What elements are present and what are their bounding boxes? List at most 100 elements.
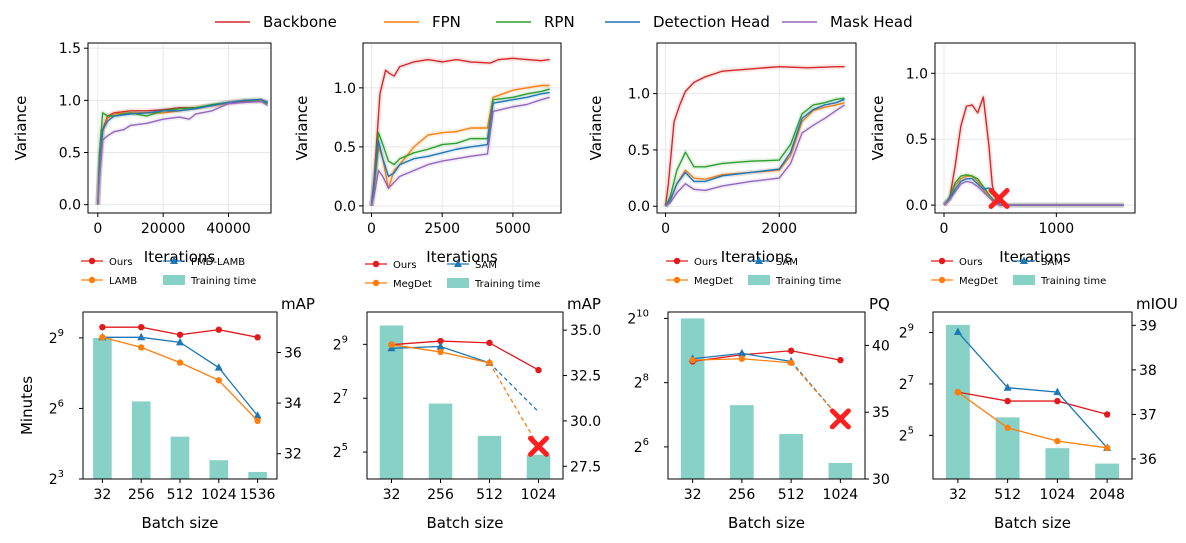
y-axis-label: Variance — [587, 96, 605, 161]
data-point-1-1 — [137, 332, 146, 341]
right-tick-label: 32 — [284, 447, 302, 463]
series-line-4 — [97, 100, 269, 205]
left-tick-label-0-base: 2 — [634, 440, 643, 456]
series-line-2 — [664, 97, 845, 207]
diverged-x-marker — [528, 435, 549, 457]
series-line-1 — [957, 331, 1108, 449]
x-tick-label: 2048 — [1089, 487, 1125, 503]
left-tick-label-0-base: 2 — [899, 428, 908, 444]
y-tick-label: 1.0 — [334, 81, 356, 97]
left-tick-label-1: 26 — [49, 398, 64, 417]
diverged-x-marker — [829, 408, 851, 430]
left-tick-label-2-exp: 9 — [58, 328, 64, 339]
data-point-2-4 — [254, 417, 261, 425]
data-point-0-3 — [215, 326, 222, 333]
series-line-2 — [957, 391, 1108, 449]
x-tick-label: 1000 — [1039, 221, 1075, 237]
legend-marker — [372, 279, 380, 287]
training-time-bar-3 — [1095, 463, 1120, 479]
legend-marker — [938, 276, 946, 284]
data-point-2-1 — [138, 344, 145, 351]
variance-panel-1: 0 20000 40000 0.0 0.5 1.0 1.5 Iterations Varianc… — [12, 41, 272, 266]
series-line-4 — [665, 104, 846, 207]
legend-label-3: Detection Head — [653, 13, 770, 31]
right-tick-label: 40 — [872, 338, 890, 354]
training-time-bar-2 — [170, 436, 190, 479]
left-axis-label: Minutes — [18, 376, 36, 435]
data-point-1-3 — [214, 363, 223, 371]
data-point-2-0 — [689, 356, 696, 364]
data-point-1-1 — [737, 348, 746, 357]
panel-legend: Ours SAM MegDet Training time — [666, 256, 841, 287]
data-point-0-2 — [486, 339, 493, 347]
y-tick-label: 0.5 — [334, 140, 356, 156]
data-point-1-1 — [1003, 383, 1012, 391]
data-point-0-0 — [99, 323, 106, 331]
left-tick-label-2: 29 — [333, 334, 348, 353]
left-tick-label-1-base: 2 — [49, 401, 58, 417]
legend-label-2: RPN — [544, 13, 575, 31]
legend-bar-swatch — [748, 275, 770, 285]
y-tick-label: 1.0 — [59, 93, 81, 109]
data-point-0-3 — [837, 356, 844, 364]
legend-label: Training time — [474, 279, 540, 290]
series-dashed-segment-2 — [790, 362, 841, 420]
data-point-0-2 — [1054, 397, 1061, 405]
left-tick-label-2-exp: 9 — [908, 323, 914, 334]
data-point-2-1 — [1004, 424, 1011, 431]
y-axis-label: Variance — [293, 96, 311, 161]
x-tick-label: 5000 — [495, 221, 531, 237]
x-tick-label: 2000 — [761, 221, 797, 237]
legend-marker — [673, 276, 681, 284]
legend-marker — [1020, 256, 1028, 264]
left-tick-label-2-base: 2 — [899, 326, 908, 342]
data-point-1-4 — [253, 411, 262, 419]
left-tick-label-0-exp: 5 — [908, 425, 914, 436]
series-line-2 — [370, 88, 550, 206]
left-tick-label-1: 28 — [634, 373, 649, 392]
diverged-x-marker-stroke-b — [528, 435, 549, 457]
top-legend: Backbone FPN RPN Detection Head Mask Head — [215, 13, 913, 31]
training-time-bar-3 — [209, 460, 229, 479]
y-tick-label: 1.0 — [628, 87, 650, 103]
left-tick-label-1-base: 2 — [899, 377, 908, 393]
series-line-0 — [370, 57, 550, 206]
right-tick-label: 27.5 — [570, 459, 601, 475]
data-point-2-0 — [388, 341, 395, 348]
legend-label: Ours — [109, 257, 133, 268]
data-point-0-1 — [437, 337, 444, 345]
data-point-1-2 — [176, 337, 184, 346]
training-time-bar-0 — [379, 325, 404, 479]
series-line-2 — [102, 336, 259, 422]
legend-label-4: Mask Head — [830, 13, 913, 31]
data-point-0-3 — [535, 366, 542, 374]
training-time-bar-0 — [945, 324, 970, 479]
data-point-0-3 — [1103, 411, 1111, 418]
legend-marker — [88, 276, 96, 284]
data-point-2-1 — [437, 348, 444, 356]
left-tick-label-2-base: 2 — [333, 337, 342, 353]
legend-marker — [88, 257, 96, 265]
series-band-4 — [664, 102, 847, 209]
y-tick-label: 0.0 — [628, 199, 650, 215]
data-point-0-1 — [1004, 397, 1011, 405]
legend-label: Training time — [1040, 276, 1106, 287]
data-point-2-2 — [787, 359, 795, 366]
axes-frame — [656, 42, 857, 214]
data-point-2-3 — [215, 377, 222, 384]
axes-frame — [932, 311, 1133, 480]
panel-legend: Ours SAM MegDet Training time — [931, 256, 1106, 287]
left-tick-label-2-exp: 10 — [636, 308, 649, 319]
series-band-4 — [369, 94, 551, 207]
series-line-3 — [664, 98, 845, 207]
x-tick-label: 512 — [994, 487, 1021, 503]
x-tick-label: 32 — [949, 487, 967, 503]
x-tick-label: 256 — [729, 487, 756, 503]
y-axis-label: Variance — [12, 96, 30, 161]
legend-label: Training time — [775, 276, 841, 287]
data-point-2-0 — [954, 388, 962, 396]
data-point-1-0 — [953, 327, 962, 336]
series-line-0 — [664, 65, 845, 207]
right-tick-label: 38 — [1139, 363, 1157, 379]
